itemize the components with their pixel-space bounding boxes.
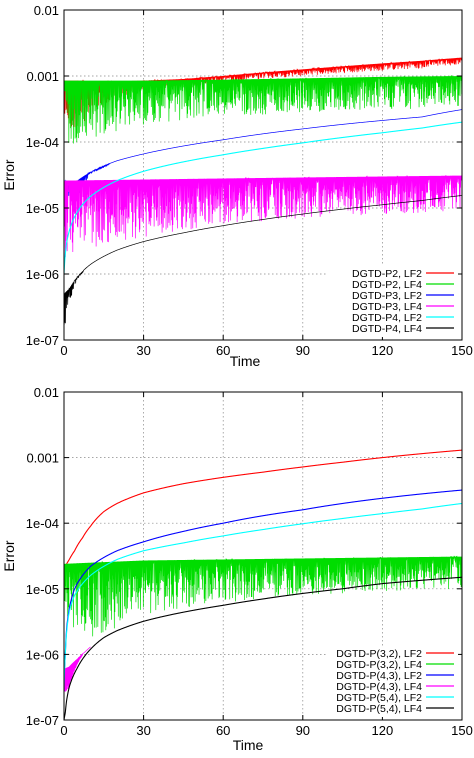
x-tick-label: 60 [216,343,230,358]
series-line [64,646,91,692]
y-tick-label: 1e-04 [26,135,59,150]
x-tick-label: 120 [372,343,394,358]
x-tick-label: 120 [372,723,394,738]
legend-label: DGTD-P(5,4), LF4 [336,703,422,715]
legend-background [327,646,458,717]
legend-background [327,266,458,337]
x-tick-label: 0 [60,723,67,738]
y-axis-label: Error [1,540,17,571]
series-group [64,449,462,720]
series-line [64,449,462,578]
x-tick-label: 150 [451,723,473,738]
series-line [64,74,462,144]
x-axis-label: Time [230,353,261,369]
y-tick-label: 1e-07 [26,333,59,348]
legend-label: DGTD-P2, LF2 [352,268,422,280]
series-line [64,502,462,689]
legend-label: DGTD-P3, LF2 [352,290,422,302]
x-tick-label: 60 [216,723,230,738]
legend-label: DGTD-P(4,3), LF4 [336,681,422,693]
legend-label: DGTD-P(4,3), LF2 [336,670,422,682]
legend-label: DGTD-P(5,4), LF2 [336,692,422,704]
series-group [64,57,462,325]
chart-panel-2: 0 30 60 90 120 150 1e-07 1e-06 1e-05 1e-04 0.001 0.… [1,385,473,753]
y-tick-label: 1e-05 [26,582,59,597]
legend-label: DGTD-P(3,2), LF4 [336,659,422,671]
plot-frame [63,9,463,341]
chart-panel-1: 0 30 60 90 120 150 1e-07 1e-06 1e-05 1e-04 0.001 0.… [1,3,473,369]
legend-label: DGTD-P3, LF4 [352,301,422,313]
x-axis-label: Time [233,737,264,753]
legend-label: DGTD-P(3,2), LF2 [336,648,422,660]
y-tick-label: 1e-04 [26,516,59,531]
plot-frame [63,391,463,721]
y-tick-label: 0.01 [34,3,59,18]
y-tick-label: 1e-06 [26,267,59,282]
y-tick-label: 0.001 [26,69,59,84]
y-tick-label: 1e-07 [26,713,59,728]
y-tick-label: 1e-06 [26,647,59,662]
series-line [64,121,462,275]
x-tick-label: 150 [451,343,473,358]
x-tick-label: 0 [60,343,67,358]
legend-label: DGTD-P4, LF2 [352,312,422,324]
series-line [64,555,462,637]
series-line [64,576,462,720]
series-line [64,195,462,325]
series-line [64,175,462,258]
series-line [64,489,462,689]
series-line [64,109,462,201]
x-tick-label: 30 [136,343,150,358]
y-axis-label: Error [1,159,17,190]
y-tick-label: 1e-05 [26,201,59,216]
legend-label: DGTD-P2, LF4 [352,279,422,291]
y-tick-label: 0.01 [34,385,59,400]
x-tick-label: 30 [136,723,150,738]
x-tick-label: 90 [296,343,310,358]
y-tick-label: 0.001 [26,451,59,466]
x-tick-label: 90 [296,723,310,738]
legend-label: DGTD-P4, LF4 [352,323,422,335]
